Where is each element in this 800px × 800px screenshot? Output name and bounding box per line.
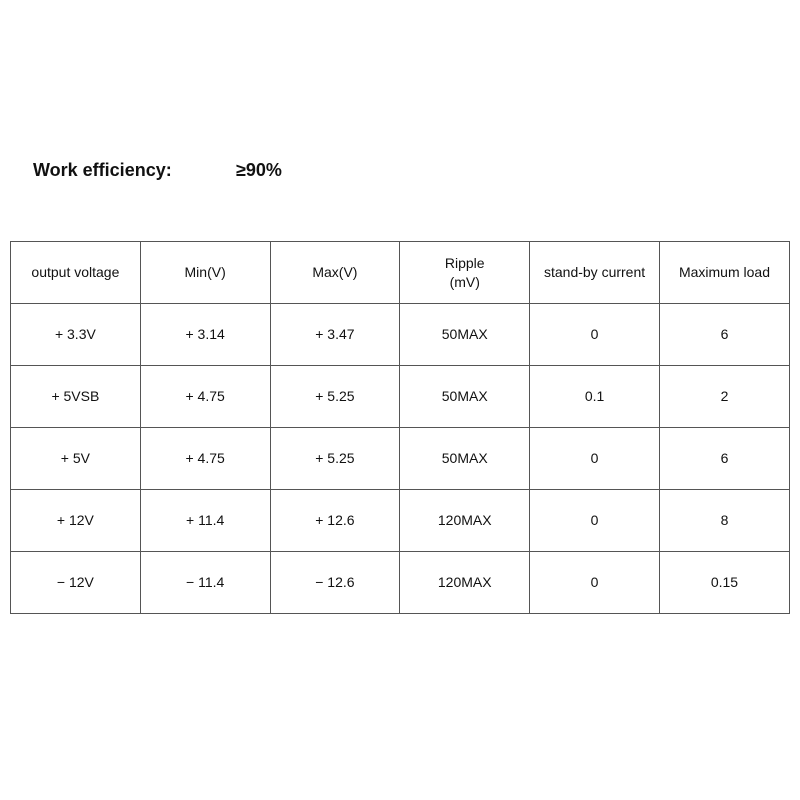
work-efficiency-label: Work efficiency: bbox=[33, 160, 172, 180]
column-header: Max(V) bbox=[269, 241, 401, 304]
table-cell: 0.1 bbox=[529, 365, 660, 428]
column-header: Min(V) bbox=[139, 241, 271, 304]
table-cell: + 3.3V bbox=[10, 303, 141, 366]
work-efficiency-value: ≥90% bbox=[236, 160, 282, 180]
table-cell: 120MAX bbox=[399, 489, 531, 552]
table-cell: 0 bbox=[529, 489, 660, 552]
table-cell: 2 bbox=[658, 365, 791, 428]
table-cell: − 11.4 bbox=[139, 551, 271, 614]
table-cell: + 12V bbox=[10, 489, 141, 552]
table-row: + 5VSB + 4.75 + 5.25 50MAX 0.1 2 bbox=[10, 365, 791, 428]
table-cell: + 5VSB bbox=[10, 365, 141, 428]
table-cell: − 12.6 bbox=[269, 551, 401, 614]
table-row: + 3.3V + 3.14 + 3.47 50MAX 0 6 bbox=[10, 303, 791, 366]
column-header: output voltage bbox=[10, 241, 141, 304]
table-cell: 0 bbox=[529, 427, 660, 490]
table-header-row: output voltage Min(V) Max(V) Ripple (mV) sta… bbox=[10, 241, 791, 304]
table-cell: 8 bbox=[658, 489, 791, 552]
table-cell: 50MAX bbox=[399, 365, 531, 428]
table-cell: − 12V bbox=[10, 551, 141, 614]
table-cell: 120MAX bbox=[399, 551, 531, 614]
table-cell: 0 bbox=[529, 303, 660, 366]
table-cell: + 3.47 bbox=[269, 303, 401, 366]
output-voltage-table: output voltage Min(V) Max(V) Ripple (mV) sta… bbox=[10, 241, 791, 614]
table-cell: + 4.75 bbox=[139, 365, 271, 428]
table-cell: + 4.75 bbox=[139, 427, 271, 490]
table-cell: + 5.25 bbox=[269, 365, 401, 428]
table-cell: 0.15 bbox=[658, 551, 791, 614]
column-header: Ripple (mV) bbox=[399, 241, 531, 304]
table-cell: + 3.14 bbox=[139, 303, 271, 366]
table-cell: 6 bbox=[658, 427, 791, 490]
table-cell: 6 bbox=[658, 303, 791, 366]
table-cell: 50MAX bbox=[399, 427, 531, 490]
table-row: + 12V + 11.4 + 12.6 120MAX 0 8 bbox=[10, 489, 791, 552]
table-cell: + 12.6 bbox=[269, 489, 401, 552]
table-cell: + 5V bbox=[10, 427, 141, 490]
column-header: stand-by current bbox=[529, 241, 660, 304]
table-row: − 12V − 11.4− 12.6 120MAX 0 0.15 bbox=[10, 551, 791, 614]
work-efficiency: Work efficiency: ≥90% bbox=[33, 160, 282, 181]
table-row: + 5V + 4.75 + 5.25 50MAX 0 6 bbox=[10, 427, 791, 490]
table-cell: + 5.25 bbox=[269, 427, 401, 490]
table-cell: 0 bbox=[529, 551, 660, 614]
table-cell: + 11.4 bbox=[139, 489, 271, 552]
table-cell: 50MAX bbox=[399, 303, 531, 366]
column-header: Maximum load bbox=[658, 241, 791, 304]
